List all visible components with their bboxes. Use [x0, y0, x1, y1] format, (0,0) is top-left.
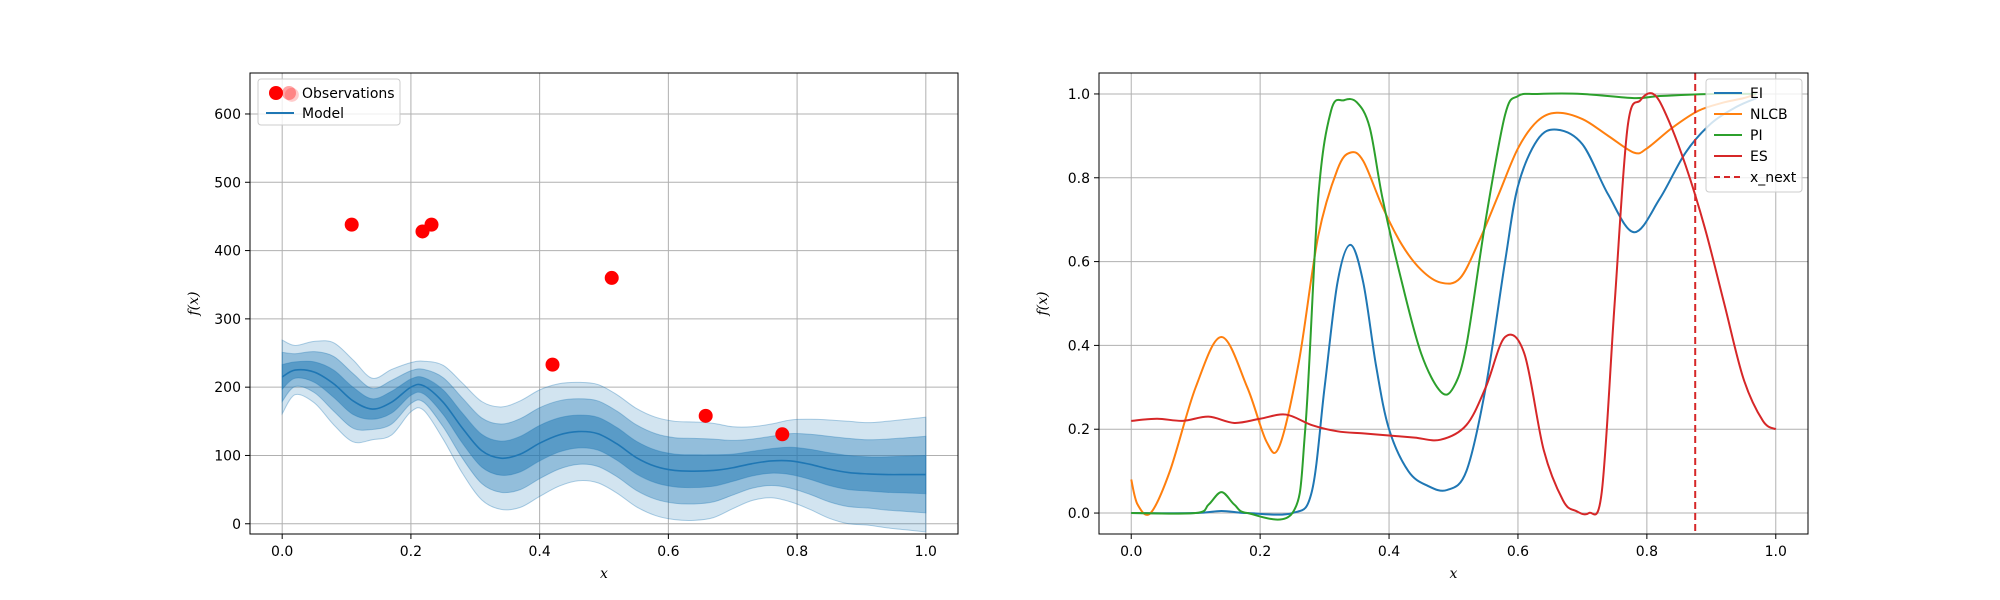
right-legend-box: [1705, 78, 1803, 193]
right-y-tick-label: 1.0: [1068, 87, 1090, 103]
legend-label-es: ES: [1750, 149, 1768, 165]
observation-point: [698, 408, 713, 423]
right-x-tick-label: 1.0: [1765, 544, 1787, 560]
right-y-tick-label: 0.6: [1068, 255, 1090, 271]
left-y-axis-label: f(x): [186, 291, 202, 316]
left-x-tick-label: 0.0: [271, 544, 293, 560]
observation-point: [344, 217, 359, 232]
left-x-tick-label: 0.4: [529, 544, 551, 560]
left-model-mean: [281, 368, 926, 476]
left-grid: [250, 73, 958, 534]
left-axes-frame: [249, 72, 959, 535]
left-y-tick-label: 100: [214, 448, 241, 464]
right-y-tick-label: 0.8: [1068, 171, 1090, 187]
observation-point: [545, 357, 560, 372]
left-x-axis-label: x: [600, 566, 608, 582]
legend-observations-marker: [282, 86, 296, 100]
model-panel: 0.0 0.2 0.4 0.6 0.8 1.0 0 100 200 300 400 500 600 x…: [186, 72, 959, 582]
right-x-tick-label: 0.6: [1507, 544, 1529, 560]
model-mean-line: [281, 368, 926, 476]
observation-point: [775, 427, 790, 442]
right-x-tick-label: 0.0: [1120, 544, 1142, 560]
left-x-tick-label: 0.6: [657, 544, 679, 560]
left-y-tick-label: 300: [214, 312, 241, 328]
left-y-tick-label: 400: [214, 244, 241, 260]
acquisition-panel: 0.0 0.2 0.4 0.6 0.8 1.0 0.00.20.40.60.81.0 x …: [1035, 72, 1809, 582]
legend-observations-label: Observations: [302, 86, 395, 102]
legend-observations-marker: [269, 86, 283, 100]
left-y-tick-label: 500: [214, 175, 241, 191]
confidence-band-1sigma: [281, 360, 927, 495]
right-acquisition-curves: [1130, 92, 1777, 521]
legend-label-x-next: x_next: [1750, 170, 1797, 186]
right-y-axis-label: f(x): [1035, 291, 1051, 316]
legend-label-pi: PI: [1750, 128, 1763, 144]
series-line-ei: [1131, 97, 1757, 516]
right-y-ticks: 0.0 0.2 0.4 0.6 0.8 1.0: [1068, 87, 1099, 522]
left-x-tick-label: 0.8: [786, 544, 808, 560]
right-axes-frame: [1098, 72, 1809, 535]
right-x-axis-label: x: [1450, 566, 1458, 582]
left-y-ticks: 0 100 200 300 400 500 600: [214, 107, 250, 533]
right-y-tick-label: 0.4: [1068, 338, 1090, 354]
series-line-pi: [1131, 92, 1757, 521]
legend-label-ei: EI: [1750, 86, 1763, 102]
left-legend: Observations Model: [257, 78, 401, 126]
right-y-tick-label: 0.0: [1068, 506, 1090, 522]
left-y-tick-label: 0: [232, 517, 241, 533]
series-line-es: [1131, 92, 1777, 516]
observation-point: [424, 217, 439, 232]
series-line-nlcb: [1130, 92, 1757, 516]
legend-label-nlcb: NLCB: [1750, 107, 1788, 123]
right-x-tick-label: 0.2: [1249, 544, 1271, 560]
left-x-tick-label: 1.0: [915, 544, 937, 560]
right-legend: EI NLCB PI ES x_next: [1705, 78, 1803, 193]
observation-point: [604, 270, 619, 285]
legend-model-label: Model: [302, 106, 344, 122]
right-legend-items: EI NLCB PI ES x_next: [1714, 86, 1797, 186]
left-x-tick-label: 0.2: [400, 544, 422, 560]
right-x-tick-label: 0.8: [1636, 544, 1658, 560]
left-y-tick-label: 200: [214, 380, 241, 396]
left-x-ticks: 0.0 0.2 0.4 0.6 0.8 1.0: [271, 534, 937, 560]
right-x-ticks: 0.0 0.2 0.4 0.6 0.8 1.0: [1120, 534, 1787, 560]
right-y-tick-label: 0.2: [1068, 422, 1090, 438]
right-x-tick-label: 0.4: [1378, 544, 1400, 560]
left-y-tick-label: 600: [214, 107, 241, 123]
